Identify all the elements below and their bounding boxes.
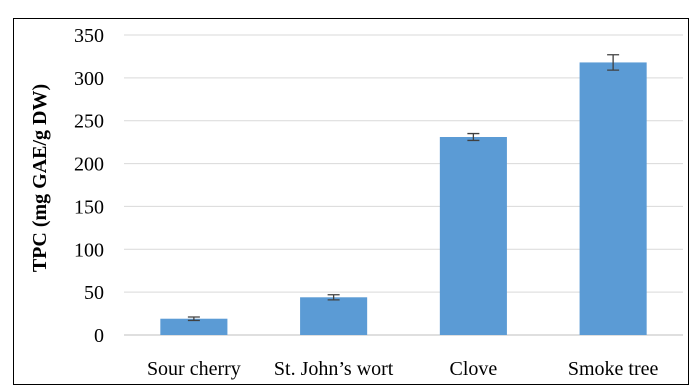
x-category-label-1: St. John’s wort	[274, 358, 394, 380]
y-tick-label-7: 350	[74, 25, 104, 47]
bar-0	[160, 318, 228, 335]
y-tick-label-0: 0	[94, 325, 104, 347]
error-bar-1	[327, 294, 340, 301]
x-category-labels: Sour cherry St. John’s wort Clove Smoke tre…	[147, 358, 659, 380]
y-tick-label-3: 150	[74, 196, 104, 218]
y-tick-label-5: 250	[74, 111, 104, 133]
error-bar-0	[187, 316, 200, 322]
bar-2	[439, 137, 507, 335]
y-tick-label-2: 100	[74, 239, 104, 261]
y-axis-title: TPC (mg GAE/g DW)	[29, 84, 51, 272]
x-category-label-2: Clove	[449, 358, 497, 380]
error-bar-2	[467, 132, 480, 142]
y-tick-labels: 0 50 100 150 200 250 300 350	[74, 25, 104, 347]
x-category-label-3: Smoke tree	[568, 358, 659, 380]
error-bar-3	[607, 54, 620, 71]
bars-layer	[160, 54, 647, 336]
x-category-label-0: Sour cherry	[147, 358, 241, 380]
bar-3	[579, 62, 647, 336]
y-tick-label-6: 300	[74, 68, 104, 90]
y-tick-label-1: 50	[84, 282, 104, 304]
y-tick-label-4: 200	[74, 154, 104, 176]
bar-1	[300, 297, 368, 335]
